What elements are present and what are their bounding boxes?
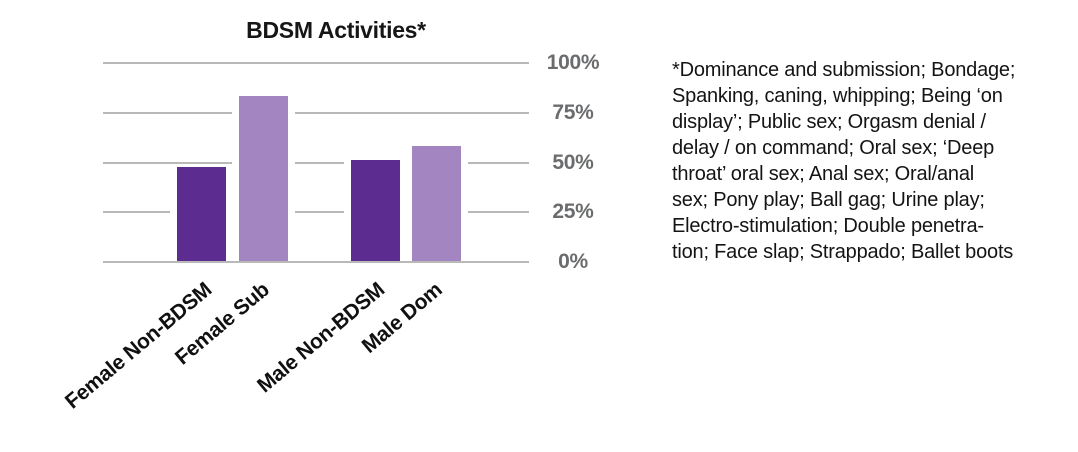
bar-female-sub [231, 95, 295, 261]
gridline-25 [103, 211, 529, 214]
y-tick-label-50: 50% [552, 150, 594, 174]
bar-fill-male-non-bdsm [351, 159, 400, 261]
x-axis-label-male-dom: Male Dom [357, 278, 447, 358]
y-tick-label-25: 25% [552, 200, 594, 224]
x-axis-label-female-sub: Female Sub [171, 278, 274, 370]
bar-fill-female-non-bdsm [177, 167, 226, 261]
gridline-50 [103, 161, 529, 164]
gridline-75 [103, 111, 529, 114]
y-tick-label-0: 0% [558, 250, 588, 273]
y-tick-label-100: 100% [546, 51, 600, 74]
plot-area [103, 62, 529, 263]
chart-title: BDSM Activities* [246, 17, 426, 43]
y-tick-label-75: 75% [552, 100, 594, 124]
bar-female-non-bdsm [170, 167, 233, 261]
x-axis-label-male-non-bdsm: Male Non-BDSM [252, 278, 389, 398]
gridline-100 [103, 62, 529, 64]
x-axis-label-female-non-bdsm: Female Non-BDSM [60, 278, 216, 414]
footnote-text: *Dominance and submission; Bondage; Span… [672, 59, 1016, 263]
gridline-0 [103, 261, 529, 263]
bar-fill-male-dom [412, 145, 461, 261]
bar-male-non-bdsm [344, 159, 407, 261]
bar-fill-female-sub [238, 95, 288, 261]
bar-male-dom [405, 145, 468, 261]
